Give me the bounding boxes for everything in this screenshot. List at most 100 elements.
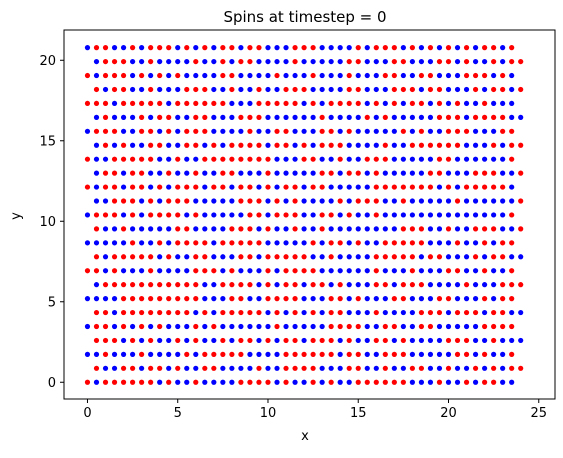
spin-down-point	[328, 240, 334, 246]
spin-down-point	[319, 351, 325, 357]
spin-down-point	[157, 114, 163, 120]
spin-up-point	[472, 323, 479, 330]
spin-down-point	[400, 184, 406, 190]
spin-down-point	[130, 100, 136, 107]
spin-up-point	[418, 114, 425, 120]
spin-down-point	[274, 309, 280, 316]
spin-down-point	[111, 268, 118, 274]
spin-down-point	[391, 58, 397, 65]
spin-up-point	[229, 198, 235, 204]
spin-down-point	[139, 282, 145, 288]
spin-up-point	[157, 337, 163, 344]
spin-down-point	[427, 86, 434, 93]
spin-up-point	[310, 212, 316, 218]
spin-down-point	[292, 309, 298, 316]
spin-down-point	[346, 100, 352, 107]
spin-up-point	[310, 296, 316, 302]
spin-up-point	[211, 226, 217, 232]
spin-down-point	[491, 142, 497, 148]
spin-up-point	[472, 337, 479, 344]
spin-up-point	[518, 309, 524, 316]
spin-up-point	[319, 198, 325, 204]
spin-up-point	[211, 240, 217, 246]
spin-up-point	[202, 212, 208, 218]
spin-up-point	[454, 226, 461, 232]
spin-up-point	[509, 337, 515, 344]
spin-down-point	[445, 337, 452, 344]
spin-down-point	[518, 58, 524, 65]
spin-up-point	[373, 226, 379, 232]
spin-down-point	[355, 45, 361, 51]
spin-down-point	[292, 268, 298, 274]
spin-down-point	[274, 198, 280, 204]
spin-down-point	[482, 379, 488, 385]
spin-up-point	[364, 45, 370, 51]
spin-down-point	[355, 240, 361, 246]
spin-up-point	[301, 337, 307, 344]
spin-up-point	[454, 296, 461, 302]
spin-up-point	[328, 184, 334, 190]
x-tick-label: 25	[530, 406, 547, 421]
spin-up-point	[391, 114, 397, 120]
spin-down-point	[355, 170, 361, 176]
spin-up-point	[93, 282, 100, 288]
spin-down-point	[319, 212, 325, 218]
spin-up-point	[500, 58, 506, 65]
spin-down-point	[247, 45, 253, 51]
spin-up-point	[84, 128, 91, 134]
spin-down-point	[445, 128, 452, 134]
spin-up-point	[409, 337, 415, 344]
spin-down-point	[283, 268, 289, 274]
spin-down-point	[93, 212, 100, 218]
spin-up-point	[491, 128, 497, 134]
spin-down-point	[391, 72, 397, 79]
spin-up-point	[482, 254, 488, 260]
spin-down-point	[111, 128, 118, 134]
spin-up-point	[500, 379, 506, 385]
spin-down-point	[292, 226, 298, 232]
spin-down-point	[500, 240, 506, 246]
spin-down-point	[292, 254, 298, 260]
spin-down-point	[247, 184, 253, 190]
spin-down-point	[256, 114, 262, 120]
spin-up-point	[157, 379, 163, 385]
spin-down-point	[184, 351, 190, 357]
spin-up-point	[120, 45, 127, 51]
spin-up-point	[102, 296, 109, 302]
spin-down-point	[472, 226, 479, 232]
spin-up-point	[283, 198, 289, 204]
spin-up-point	[139, 198, 145, 204]
spin-down-point	[409, 365, 415, 371]
spin-down-point	[391, 254, 397, 260]
spin-up-point	[391, 226, 397, 232]
spin-up-point	[229, 100, 235, 107]
y-tick-label: 5	[48, 295, 56, 310]
spin-down-point	[120, 198, 127, 204]
spin-down-point	[418, 184, 425, 190]
spin-up-point	[436, 198, 443, 204]
spin-down-point	[157, 72, 163, 79]
spin-down-point	[211, 142, 217, 148]
spin-up-point	[211, 212, 217, 218]
spin-up-point	[130, 351, 136, 357]
spin-down-point	[337, 282, 343, 288]
spin-up-point	[157, 128, 163, 134]
spin-up-point	[454, 86, 461, 93]
spin-up-point	[247, 86, 253, 93]
spin-down-point	[500, 72, 506, 79]
spin-down-point	[418, 365, 425, 371]
spin-up-point	[310, 114, 316, 120]
spin-up-point	[445, 282, 452, 288]
spin-down-point	[120, 226, 127, 232]
spin-down-point	[482, 226, 488, 232]
spin-up-point	[220, 114, 226, 120]
spin-down-point	[102, 351, 109, 357]
spin-up-point	[292, 72, 298, 79]
spin-down-point	[491, 58, 497, 65]
spin-down-point	[436, 58, 443, 65]
spin-down-point	[84, 268, 91, 274]
spin-down-point	[111, 337, 118, 344]
spin-up-point	[409, 128, 415, 134]
spin-down-point	[193, 58, 199, 65]
spin-up-point	[283, 72, 289, 79]
